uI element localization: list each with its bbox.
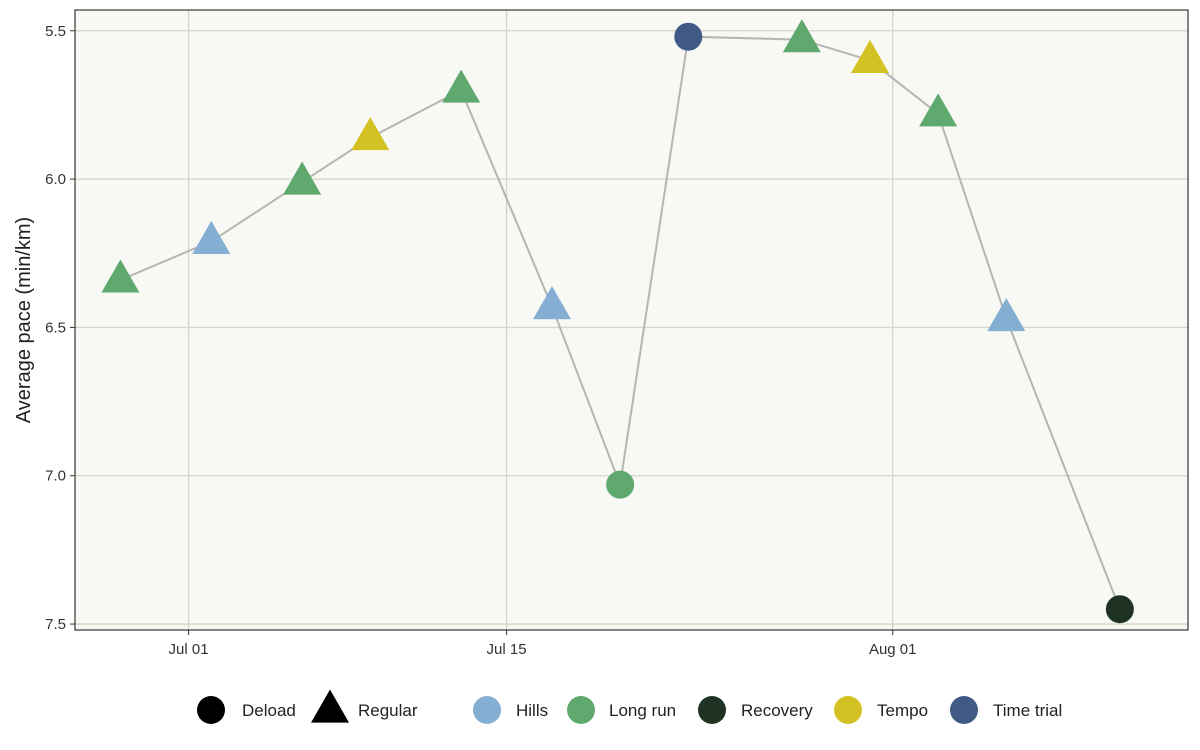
y-tick-label: 7.5 [45,616,66,633]
legend-color-label: Time trial [993,701,1062,720]
data-point-circle [674,22,703,51]
legend-color-key [834,696,862,724]
data-point-circle [606,470,635,499]
data-point-triangle [987,298,1026,332]
data-point-triangle [101,259,140,293]
data-point-triangle [919,93,958,127]
legend-triangle-key [311,689,349,723]
axis-ticks: 5.5 6.0 6.5 7.0 7.5 Jul 01 Jul 15 Aug 01 [45,23,916,658]
x-tick-label: Aug 01 [869,641,917,658]
legend-circle-key [197,696,225,724]
y-axis-title: Average pace (min/km) [13,217,35,423]
legend-color-label: Hills [516,701,548,720]
data-point-triangle [782,19,821,53]
legend-color-key [698,696,726,724]
x-tick-label: Jul 01 [169,641,209,658]
data-point-triangle [533,286,571,320]
y-tick-label: 6.0 [45,171,66,188]
data-point-triangle [442,69,481,103]
legend-color-key [473,696,501,724]
x-tick-label: Jul 15 [487,641,527,658]
y-tick-label: 7.0 [45,468,66,485]
data-points [101,19,1134,624]
legend-color-label: Long run [609,701,676,720]
data-point-triangle [192,220,231,254]
data-point-triangle [351,117,390,151]
data-point-circle [1105,595,1134,624]
y-tick-label: 6.5 [45,319,66,336]
legend: Deload Regular Hills Long run Recovery Tempo T… [197,689,1062,724]
data-point-triangle [851,39,889,73]
plot-panel [75,10,1188,630]
grid-lines [75,10,1188,630]
legend-color-key [567,696,595,724]
legend-shape-label: Deload [242,701,296,720]
legend-color-key [950,696,978,724]
legend-color-label: Recovery [741,701,813,720]
y-tick-label: 5.5 [45,23,66,40]
legend-color-label: Tempo [877,701,928,720]
data-point-triangle [283,161,322,195]
legend-shape-label: Regular [358,701,418,720]
plot-panel-border [74,9,1189,631]
